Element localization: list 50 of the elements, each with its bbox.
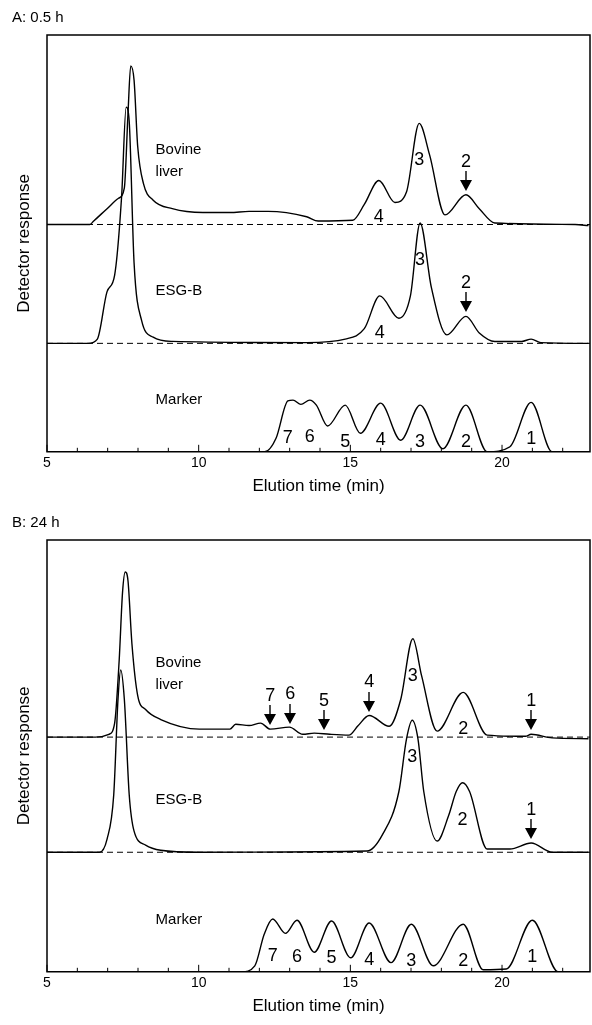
annotation: 2: [457, 808, 468, 829]
chart-title: A: 0.5 h: [12, 8, 64, 25]
x-axis-title: Elution time (min): [252, 996, 385, 1016]
chart-title: B: 24 h: [12, 513, 60, 530]
annotation: 3: [407, 746, 418, 767]
annotation: 7: [267, 944, 278, 965]
annotation: 2: [460, 272, 471, 293]
annotation: 5: [326, 946, 337, 967]
annotation: 1: [526, 799, 537, 820]
annotation: 5: [318, 689, 329, 710]
x-tick-label: 20: [494, 974, 511, 991]
annotation: 3: [406, 950, 417, 971]
annotation: 4: [375, 429, 386, 450]
x-tick-label: 10: [190, 974, 207, 991]
annotation: 2: [458, 718, 469, 739]
annotation: 3: [414, 149, 425, 170]
text: Marker: [155, 909, 203, 927]
series-label: ESG-B: [155, 281, 203, 299]
annotation: 4: [374, 321, 385, 342]
annotation: 6: [291, 946, 302, 967]
annotation: 7: [265, 685, 276, 706]
annotation: 6: [285, 683, 296, 704]
x-tick-label: 15: [342, 974, 359, 991]
x-tick-label: 5: [43, 974, 52, 991]
annotation: 4: [364, 671, 375, 692]
annotation: 2: [458, 950, 469, 971]
annotation: 5: [340, 431, 351, 452]
x-tick-label: 5: [43, 454, 52, 471]
x-tick-label: 10: [190, 454, 207, 471]
annotation: 1: [526, 690, 537, 711]
series-label: Bovine liver: [155, 653, 202, 693]
text: Marker: [155, 389, 203, 407]
series-label: Bovine liver: [155, 140, 202, 180]
annotation: 2: [460, 150, 471, 171]
annotation: 3: [415, 431, 426, 452]
annotation: 3: [407, 664, 418, 685]
annotation: 1: [526, 428, 537, 449]
annotation: 1: [527, 946, 538, 967]
y-axis-title: Detector response: [13, 686, 33, 826]
annotation: 3: [415, 248, 426, 269]
y-axis-title: Detector response: [13, 173, 33, 313]
x-axis-title: Elution time (min): [252, 476, 385, 496]
annotation: 7: [282, 426, 293, 447]
x-tick-label: 15: [342, 454, 359, 471]
series-label: ESG-B: [155, 790, 203, 808]
annotation: 6: [304, 426, 315, 447]
x-tick-label: 20: [494, 454, 511, 471]
annotation: 4: [373, 206, 384, 227]
annotation: 2: [460, 431, 471, 452]
annotation: 4: [364, 948, 375, 969]
